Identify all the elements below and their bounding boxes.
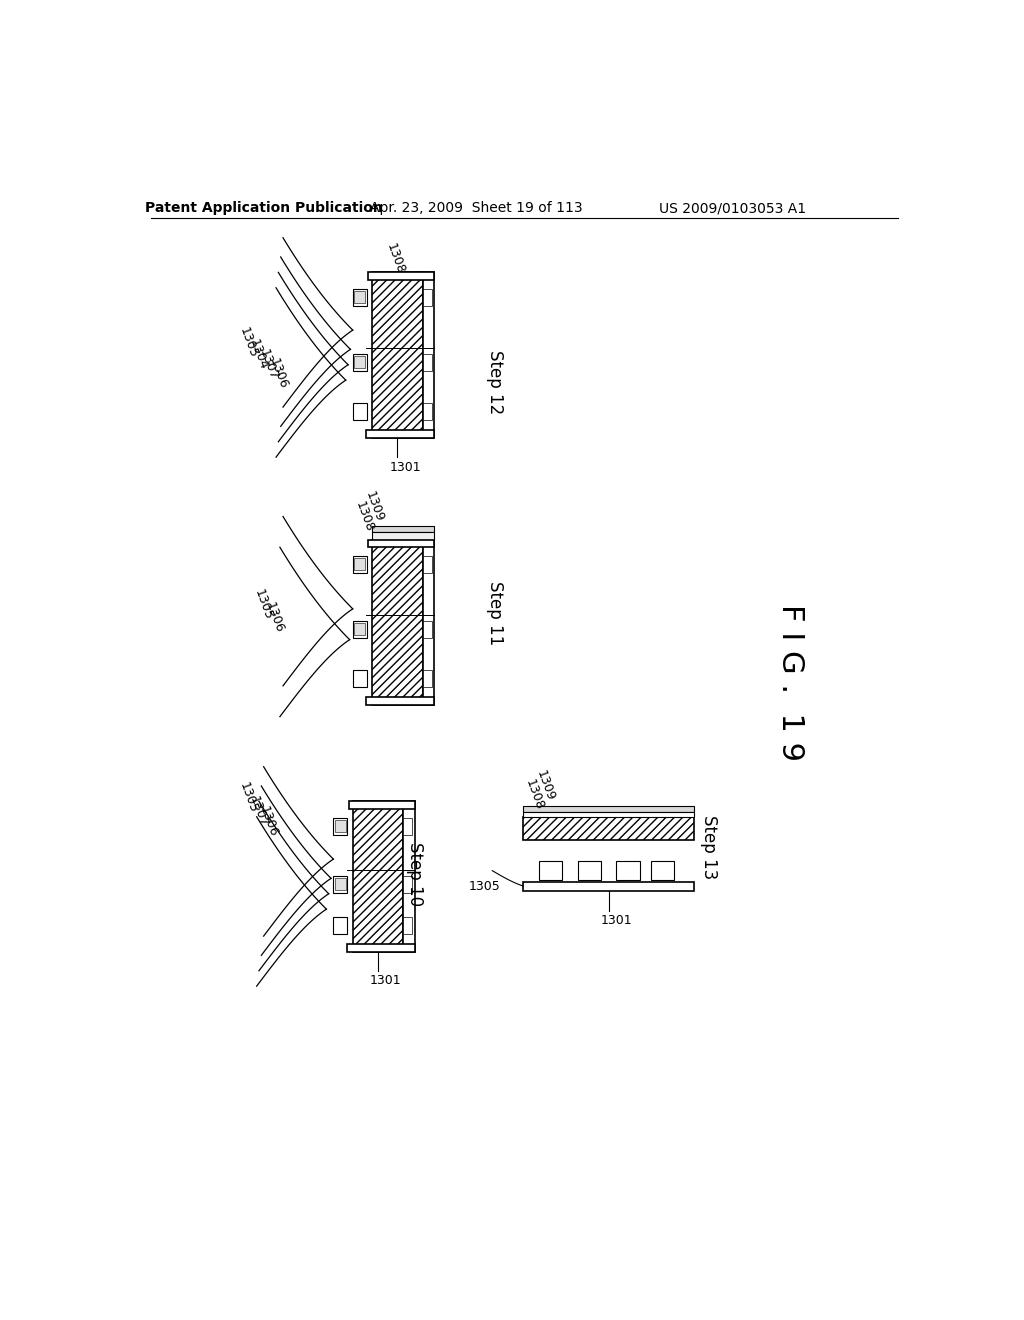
Bar [372,272,423,438]
Bar [423,557,432,573]
Bar [354,558,366,570]
Text: 1309: 1309 [362,490,386,524]
Bar [423,272,434,438]
Bar [403,801,415,952]
Text: Step 11: Step 11 [485,581,504,645]
Bar [352,622,367,638]
Bar [352,801,403,952]
Bar [335,820,346,832]
Bar [616,861,640,880]
Text: 1306: 1306 [267,356,290,391]
Bar [352,354,367,371]
Text: 1308: 1308 [353,499,376,533]
Bar [334,876,347,892]
Bar [423,540,434,705]
Bar [423,354,432,371]
Bar [578,861,601,880]
Bar [354,355,366,368]
Bar [423,671,432,688]
Bar [346,944,415,952]
Text: 1305: 1305 [468,879,500,892]
Bar [403,876,413,892]
Bar [366,697,434,705]
Text: 1305: 1305 [237,780,260,814]
Text: Step 13: Step 13 [700,816,718,879]
Text: Step 10: Step 10 [406,842,424,907]
Bar [352,289,367,306]
Text: 1307: 1307 [257,347,280,381]
Bar [335,878,346,890]
Text: 1305: 1305 [252,587,275,622]
Bar [352,671,367,688]
Bar [651,861,675,880]
Text: 1306: 1306 [257,805,280,840]
Bar [423,404,432,420]
Bar [403,818,413,836]
Bar [354,623,366,635]
Bar [372,540,423,705]
Bar [523,807,693,812]
Bar [423,622,432,638]
Text: 1309: 1309 [534,768,556,803]
Text: 1301: 1301 [389,461,421,474]
Bar [354,290,366,304]
Bar [366,430,434,438]
Text: 1308: 1308 [384,242,407,276]
Text: 1308: 1308 [523,777,547,812]
Text: US 2009/0103053 A1: US 2009/0103053 A1 [658,202,806,215]
Bar [523,817,693,840]
Bar [369,540,434,548]
Bar [372,525,434,532]
Bar [423,289,432,306]
Bar [523,812,693,817]
Bar [352,404,367,420]
Text: F I G .  1 9: F I G . 1 9 [776,603,805,760]
Text: Apr. 23, 2009  Sheet 19 of 113: Apr. 23, 2009 Sheet 19 of 113 [371,202,583,215]
Bar [369,272,434,280]
Bar [334,818,347,836]
Text: Step 12: Step 12 [485,350,504,414]
Bar [372,532,434,540]
Text: 1306: 1306 [263,601,286,635]
Bar [523,882,693,891]
Text: 1307: 1307 [247,795,269,829]
Bar [403,917,413,933]
Bar [334,917,347,933]
Bar [352,557,367,573]
Bar [349,801,415,809]
Text: 1301: 1301 [601,915,633,927]
Text: 1301: 1301 [370,974,401,987]
Text: 1305: 1305 [237,326,260,360]
Bar [539,861,562,880]
Text: 1304: 1304 [247,338,269,372]
Text: Patent Application Publication: Patent Application Publication [144,202,383,215]
